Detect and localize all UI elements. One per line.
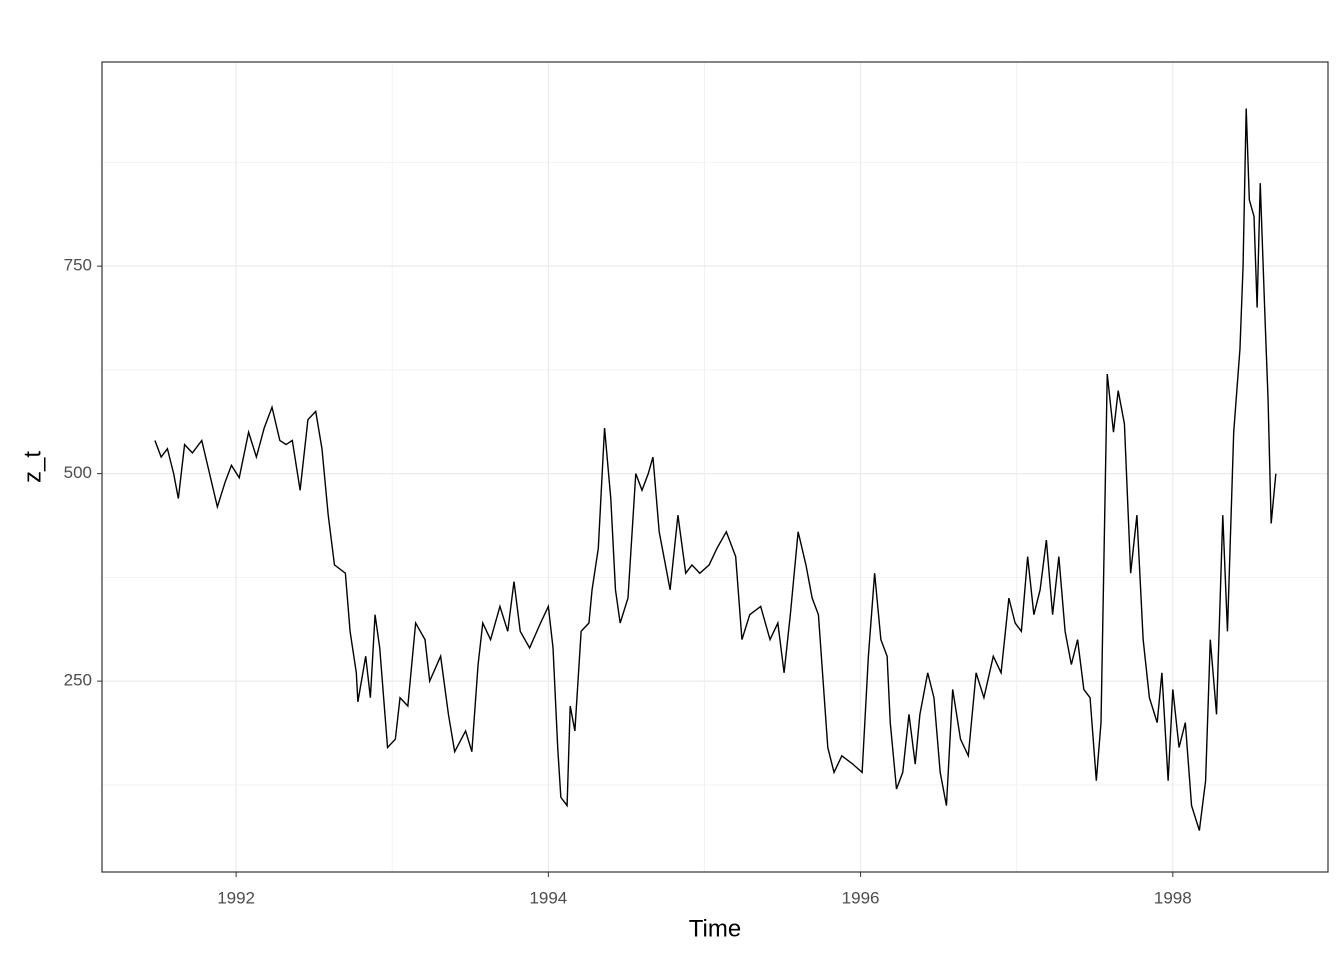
- data-line: [154, 108, 1277, 831]
- y-tick-label: 750: [64, 256, 92, 275]
- x-tick-label: 1996: [842, 888, 880, 907]
- x-axis-title: Time: [689, 915, 741, 942]
- y-tick-label: 250: [64, 671, 92, 690]
- x-tick-label: 1994: [529, 888, 567, 907]
- y-tick-label: 500: [64, 463, 92, 482]
- panel-border: [101, 61, 1329, 873]
- x-tick-label: 1998: [1154, 888, 1192, 907]
- y-axis-title: z_t: [19, 451, 46, 483]
- x-tick-label: 1992: [217, 888, 255, 907]
